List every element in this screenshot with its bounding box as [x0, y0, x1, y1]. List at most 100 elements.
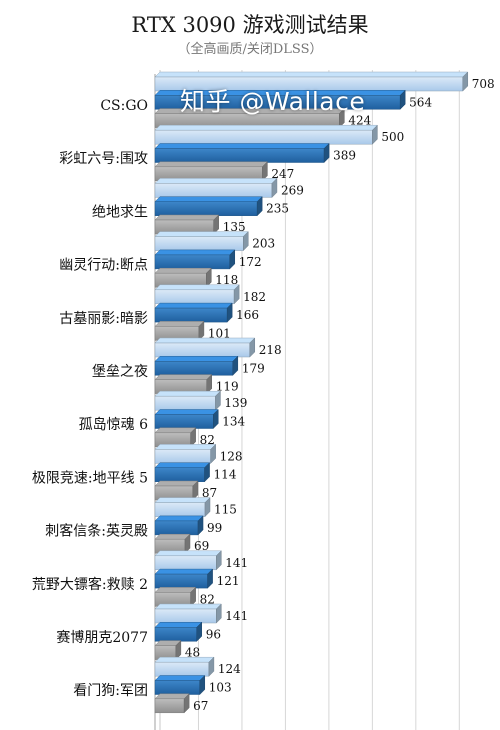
bar — [154, 467, 205, 482]
data-label: 708 — [472, 77, 495, 91]
bar-top — [154, 515, 204, 522]
bar-side — [462, 71, 469, 92]
bar-side — [216, 603, 222, 624]
bar-top — [154, 124, 378, 131]
bar — [154, 627, 197, 642]
bar-side — [199, 674, 206, 696]
bar — [154, 449, 211, 464]
bar-top — [154, 143, 330, 149]
bar-top — [154, 214, 220, 221]
bar-side — [196, 621, 202, 642]
bar — [154, 95, 401, 110]
bar — [154, 236, 244, 251]
bar-side — [210, 443, 216, 465]
bar-side — [232, 355, 239, 376]
category-label: 荒野大镖客:救赎 2 — [32, 576, 148, 593]
bar-top — [154, 161, 268, 168]
data-label: 141 — [225, 556, 248, 570]
bar-side — [256, 196, 263, 217]
bar — [154, 414, 214, 429]
bar-top — [154, 249, 236, 256]
bar-top — [154, 321, 205, 327]
bar-side — [339, 107, 345, 129]
bar — [154, 307, 228, 323]
bar-side — [207, 568, 213, 589]
data-label: 141 — [225, 609, 248, 623]
bar — [154, 573, 208, 589]
data-label: 235 — [266, 202, 289, 216]
bar-side — [249, 337, 256, 358]
bar-top — [154, 108, 345, 114]
data-label: 118 — [215, 273, 238, 287]
bar-side — [215, 390, 221, 411]
bar-side — [197, 515, 204, 536]
bar-side — [175, 639, 182, 661]
bar-top — [154, 390, 222, 397]
bar — [154, 698, 185, 714]
category-label: 绝地求生 — [92, 204, 148, 220]
bar-top — [154, 337, 256, 344]
category-label: 堡垒之夜 — [92, 364, 148, 380]
bar-top — [154, 196, 263, 202]
category-label: 极限竞速:地平线 5 — [32, 469, 148, 486]
bar-top — [154, 622, 203, 628]
bar-side — [204, 462, 210, 483]
bar — [154, 342, 251, 358]
data-label: 247 — [271, 167, 294, 181]
data-label: 134 — [222, 415, 245, 429]
data-label: 67 — [193, 699, 208, 713]
bar — [154, 361, 234, 376]
data-label: 101 — [208, 326, 231, 340]
data-label: 139 — [224, 396, 247, 410]
data-label: 99 — [207, 521, 222, 535]
bar-top — [154, 550, 222, 557]
bar — [154, 395, 216, 411]
bar-side — [198, 320, 205, 342]
bar-side — [229, 249, 236, 270]
bar — [154, 254, 231, 270]
bar-side — [372, 124, 378, 145]
category-label: 孤岛惊魂 6 — [79, 417, 148, 433]
data-label: 82 — [200, 433, 215, 447]
bar-top — [154, 302, 233, 309]
bar-top — [154, 462, 211, 468]
data-label: 48 — [185, 646, 200, 660]
bar-top — [154, 533, 191, 540]
bar-top — [154, 693, 190, 700]
data-label: 203 — [252, 237, 275, 251]
bar-side — [204, 496, 211, 518]
chart-title: RTX 3090 游戏测试结果 — [131, 13, 369, 37]
bar-side — [216, 550, 222, 571]
data-label: 96 — [206, 627, 221, 641]
data-label: 115 — [214, 503, 237, 517]
data-label: 564 — [409, 95, 432, 109]
bar — [154, 608, 217, 624]
bar-side — [184, 533, 191, 554]
data-label: 124 — [218, 662, 241, 676]
bar — [154, 520, 199, 536]
data-label: 103 — [209, 681, 232, 695]
bar-top — [154, 587, 197, 593]
data-label: 172 — [239, 255, 262, 269]
data-label: 179 — [242, 361, 265, 375]
bar-top — [154, 374, 213, 380]
bar-side — [213, 214, 219, 235]
bar-top — [154, 71, 469, 78]
bar-top — [154, 568, 214, 575]
bar-top — [154, 90, 406, 96]
data-label: 218 — [259, 343, 282, 357]
bar-top — [154, 480, 199, 487]
bar-side — [233, 284, 240, 305]
bar-top — [154, 409, 219, 415]
bar-top — [154, 427, 197, 434]
data-label: 389 — [333, 149, 356, 163]
bar — [154, 289, 235, 305]
label-layer: 708 564 424 CS:GO 500 389 247 彩虹六号:围攻 269 235 135 绝… — [32, 77, 495, 713]
data-label: 128 — [220, 449, 243, 463]
chart-subtitle: （全高画质/关闭DLSS） — [177, 42, 323, 57]
bar — [154, 555, 217, 571]
category-label: 彩虹六号:围攻 — [59, 151, 148, 167]
bar-side — [226, 302, 233, 323]
bar — [154, 129, 373, 145]
